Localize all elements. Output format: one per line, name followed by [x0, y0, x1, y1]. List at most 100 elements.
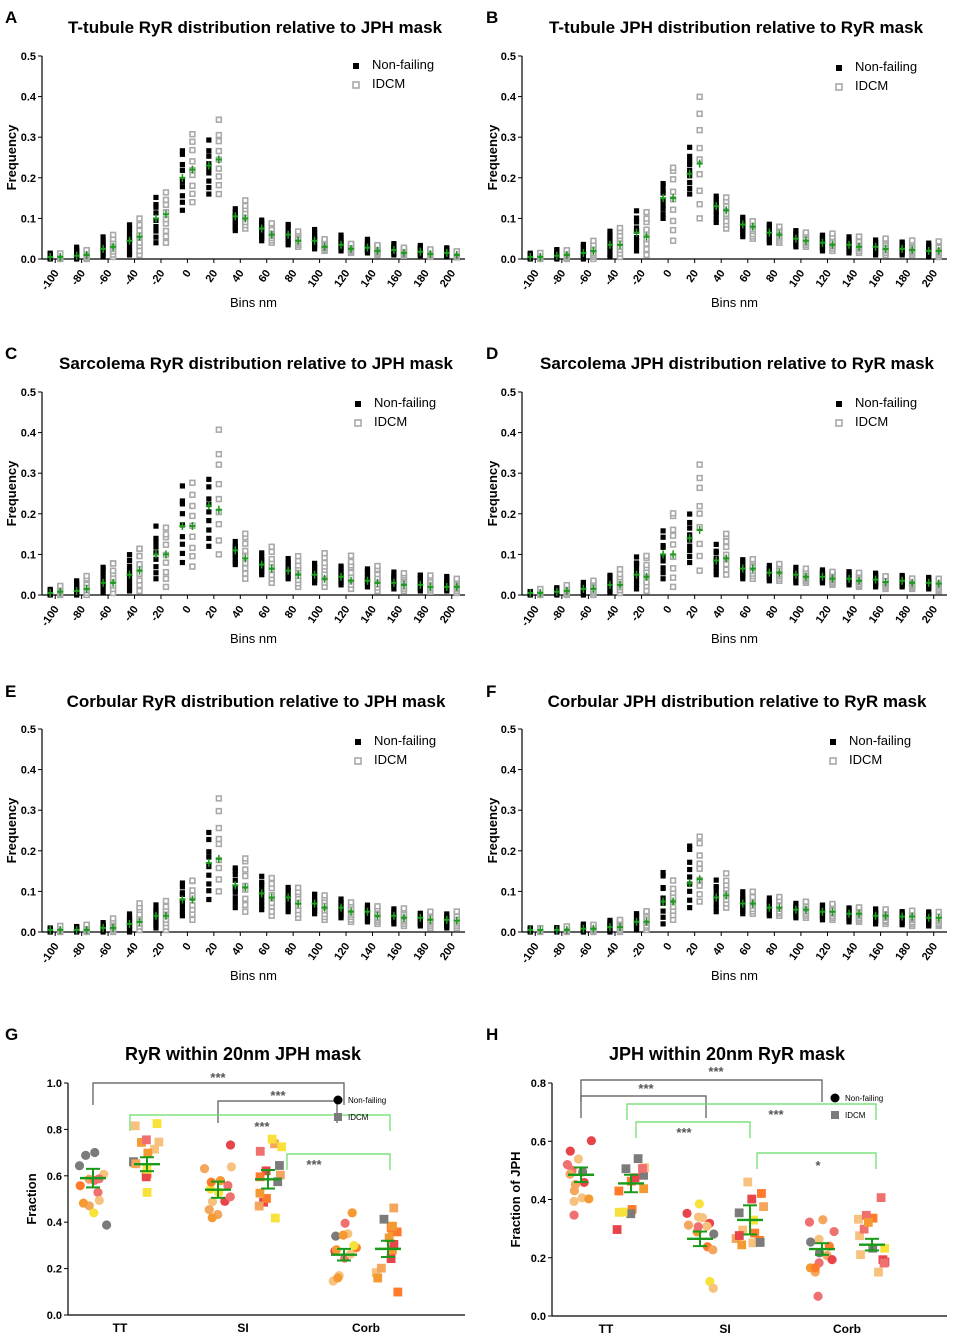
data-point-nf	[607, 235, 613, 241]
data-point-nf	[126, 222, 133, 228]
data-point-nf	[153, 564, 159, 570]
data-point-idcm	[242, 530, 249, 537]
significance-bracket	[580, 1079, 823, 1102]
data-point-nf	[100, 564, 106, 570]
data-point-idcm	[908, 237, 916, 244]
data-point-idcm	[189, 887, 196, 894]
data-point-nf	[206, 476, 212, 482]
data-point-nf	[660, 202, 666, 208]
data-point-idcm	[696, 833, 703, 840]
data-point-nf	[206, 184, 212, 191]
x-tick-label: 80	[764, 268, 781, 285]
data-point-idcm	[669, 877, 677, 884]
data-point-idcm	[162, 575, 170, 582]
x-tick-label: 0	[661, 268, 674, 280]
x-tick-label: 40	[711, 268, 728, 285]
data-point-nf	[793, 228, 799, 234]
data-point-nf	[340, 1218, 350, 1228]
data-point-idcm	[755, 1238, 765, 1247]
data-point-nf	[391, 569, 397, 575]
data-point-idcm	[255, 1146, 265, 1156]
data-point-idcm	[255, 1188, 265, 1198]
data-point-idcm	[143, 1148, 153, 1158]
data-point-nf	[682, 1208, 692, 1219]
data-point-nf	[232, 538, 238, 545]
x-tick-label: Corb	[352, 1321, 380, 1335]
data-point-idcm	[669, 226, 677, 234]
data-point-nf	[206, 888, 212, 894]
data-point-nf	[259, 217, 265, 223]
data-point-nf	[331, 1245, 342, 1255]
data-point-idcm	[141, 1172, 151, 1182]
data-point-nf	[206, 496, 212, 502]
data-point-nf	[232, 865, 238, 871]
x-tick-label: 80	[764, 941, 781, 958]
legend-marker-nf	[355, 401, 361, 407]
data-point-idcm	[723, 877, 730, 884]
data-point-idcm	[189, 190, 196, 197]
y-tick-label: 0.4	[531, 1195, 547, 1207]
data-point-idcm	[935, 908, 942, 916]
data-point-nf	[713, 905, 719, 911]
x-tick-label: 40	[230, 604, 247, 621]
x-tick-label: 120	[332, 941, 352, 963]
data-point-idcm	[749, 893, 756, 901]
data-point-nf	[259, 550, 265, 556]
data-point-nf	[285, 902, 291, 909]
data-point-nf	[660, 873, 666, 879]
data-point-nf	[660, 908, 666, 914]
data-point-idcm	[626, 1209, 636, 1219]
data-point-nf	[153, 234, 159, 240]
x-tick-label: 120	[814, 941, 834, 963]
data-point-nf	[259, 233, 265, 239]
data-point-nf	[259, 572, 265, 578]
data-point-idcm	[829, 568, 836, 576]
data-point-nf	[697, 1213, 708, 1223]
x-axis-label: Bins nm	[230, 295, 277, 310]
data-point-nf	[126, 244, 133, 251]
data-point-nf	[607, 247, 613, 253]
data-point-nf	[872, 237, 879, 243]
legend-label-nf: Non-failing	[845, 1094, 883, 1103]
data-point-idcm	[150, 1144, 160, 1154]
data-point-idcm	[215, 131, 223, 139]
data-point-nf	[766, 898, 772, 905]
data-point-idcm	[696, 540, 703, 548]
data-point-nf	[153, 210, 159, 216]
data-point-nf	[285, 906, 291, 912]
data-point-idcm	[136, 247, 143, 255]
x-tick-label: 200	[438, 941, 458, 963]
legend-marker-nf	[353, 63, 359, 69]
data-point-idcm	[612, 1225, 622, 1234]
chart-title: RyR within 20nm JPH mask	[125, 1044, 362, 1064]
data-point-nf	[232, 905, 238, 911]
x-tick-label: -20	[148, 941, 167, 961]
y-tick-label: 0.1	[21, 886, 36, 898]
data-point-nf	[687, 553, 693, 560]
data-point-nf	[713, 548, 719, 554]
x-tick-label: 60	[737, 941, 754, 958]
legend-marker-nf	[333, 1095, 343, 1105]
data-point-nf	[417, 572, 423, 578]
data-point-idcm	[242, 197, 249, 204]
data-point-idcm	[389, 1203, 399, 1213]
data-point-idcm	[270, 1139, 279, 1149]
panel-B: B T-tubule JPH distribution relative to R…	[485, 8, 947, 310]
x-tick-label: 40	[711, 604, 728, 621]
significance-label: ***	[768, 1107, 784, 1122]
data-point-idcm	[321, 559, 328, 567]
data-point-idcm	[669, 565, 677, 572]
data-point-nf	[81, 1150, 91, 1160]
y-tick-label: 0.0	[21, 590, 36, 602]
data-point-nf	[633, 208, 640, 214]
data-point-nf	[232, 206, 238, 212]
data-point-nf	[179, 193, 186, 199]
x-tick-label: TT	[113, 1321, 128, 1335]
data-point-nf	[285, 884, 291, 891]
data-point-nf	[740, 896, 746, 902]
x-tick-label: 180	[893, 268, 913, 290]
data-point-idcm	[643, 226, 650, 233]
data-point-idcm	[563, 581, 571, 589]
legend-marker-idcm	[829, 757, 837, 765]
data-point-idcm	[723, 571, 730, 578]
